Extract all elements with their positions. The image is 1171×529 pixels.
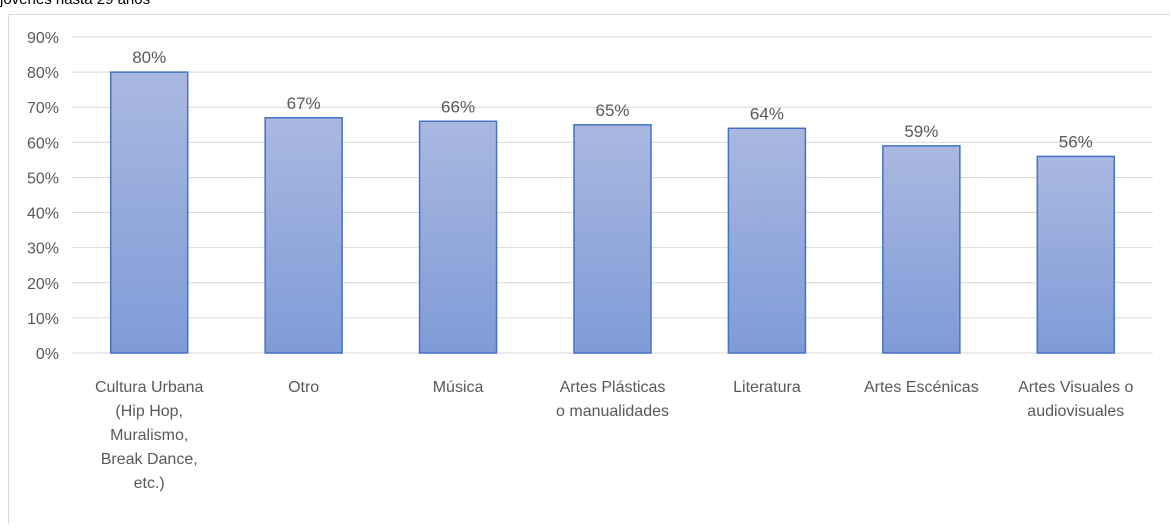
x-tick-label-line: Muralismo, bbox=[110, 427, 188, 444]
bar bbox=[882, 145, 961, 354]
chart-frame: 0% 10% 20% 30% 40% 50% 60% 70% 80% 90% 80% 67% 66% 6… bbox=[8, 14, 1170, 524]
y-tick-label: 0% bbox=[36, 346, 59, 363]
y-tick-label: 20% bbox=[27, 276, 59, 293]
bar bbox=[264, 117, 343, 354]
bar bbox=[727, 127, 807, 354]
bar-chart: 0% 10% 20% 30% 40% 50% 60% 70% 80% 90% 80% 67% 66% 6… bbox=[27, 30, 1153, 492]
y-tick-label: 60% bbox=[27, 135, 59, 152]
x-tick-label-line: o manualidades bbox=[556, 403, 669, 420]
y-tick-label: 30% bbox=[27, 241, 59, 258]
data-labels: 80% 67% 66% 65% 64% 59% 56% bbox=[132, 48, 1093, 151]
x-tick-label-line: Música bbox=[433, 379, 484, 396]
data-label: 59% bbox=[904, 122, 938, 141]
x-tick-label: Música bbox=[433, 379, 484, 396]
page-heading: jóvenes hasta 29 años bbox=[0, 0, 150, 8]
x-tick-label-line: (Hip Hop, bbox=[115, 403, 183, 420]
x-tick-label: Otro bbox=[288, 379, 319, 396]
x-tick-label: Cultura Urbana (Hip Hop, Muralismo, Break D… bbox=[95, 379, 204, 492]
y-tick-label: 90% bbox=[27, 30, 59, 47]
data-label: 66% bbox=[441, 97, 475, 116]
bar bbox=[418, 120, 498, 354]
y-tick-label: 50% bbox=[27, 170, 59, 187]
x-tick-label: Artes Visuales o audiovisuales bbox=[1018, 379, 1133, 420]
bar bbox=[109, 71, 189, 354]
data-label: 67% bbox=[287, 94, 321, 113]
x-tick-label-line: Artes Plásticas bbox=[560, 379, 666, 396]
x-tick-label-line: Break Dance, bbox=[101, 451, 198, 468]
x-tick-label-line: Otro bbox=[288, 379, 319, 396]
x-tick-label: Literatura bbox=[733, 379, 801, 396]
y-tick-label: 80% bbox=[27, 65, 59, 82]
y-tick-label: 10% bbox=[27, 311, 59, 328]
x-tick-label-line: audiovisuales bbox=[1027, 403, 1124, 420]
y-tick-label: 70% bbox=[27, 100, 59, 117]
x-tick-label: Artes Plásticas o manualidades bbox=[556, 379, 669, 420]
data-label: 56% bbox=[1059, 132, 1093, 151]
data-label: 65% bbox=[595, 101, 629, 120]
x-tick-label-line: etc.) bbox=[134, 475, 165, 492]
x-tick-label-line: Cultura Urbana bbox=[95, 379, 204, 396]
x-tick-label-line: Artes Visuales o bbox=[1018, 379, 1133, 396]
x-tick-label: Artes Escénicas bbox=[864, 379, 979, 396]
x-tick-label-line: Artes Escénicas bbox=[864, 379, 979, 396]
y-tick-label: 40% bbox=[27, 206, 59, 223]
bar bbox=[1036, 155, 1116, 354]
x-axis: Cultura Urbana (Hip Hop, Muralismo, Break D… bbox=[95, 379, 1134, 492]
data-label: 80% bbox=[132, 48, 166, 67]
data-label: 64% bbox=[750, 104, 784, 123]
bars bbox=[109, 71, 1116, 354]
bar bbox=[573, 124, 652, 354]
y-axis: 0% 10% 20% 30% 40% 50% 60% 70% 80% 90% bbox=[27, 30, 59, 363]
x-tick-label-line: Literatura bbox=[733, 379, 801, 396]
